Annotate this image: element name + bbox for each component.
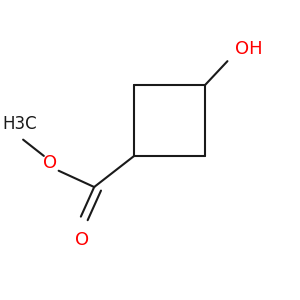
Text: H3C: H3C [3,115,38,133]
Text: O: O [43,154,57,172]
Text: OH: OH [235,40,262,58]
Text: O: O [75,231,89,249]
